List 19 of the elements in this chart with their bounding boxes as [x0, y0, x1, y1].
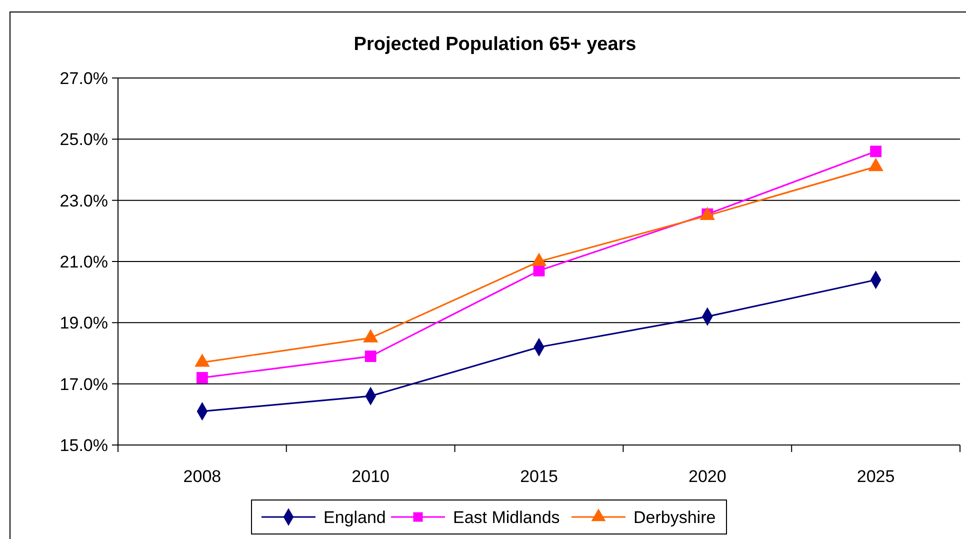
x-tick-label: 2008 [183, 467, 222, 486]
y-tick-label: 21.0% [60, 252, 108, 272]
point [196, 372, 208, 384]
x-tick-label: 2010 [352, 467, 390, 486]
legend-label: Derbyshire [634, 508, 716, 527]
point [870, 146, 882, 158]
x-tick-label: 2015 [520, 467, 558, 486]
y-tick-label: 19.0% [60, 314, 108, 333]
legend-label: England [324, 508, 386, 527]
point [364, 350, 376, 362]
y-tick-label: 17.0% [60, 374, 108, 394]
legend-label: East Midlands [453, 508, 560, 527]
x-tick-label: 2025 [856, 467, 895, 486]
y-tick-label: 15.0% [60, 436, 108, 455]
y-tick-label: 23.0% [60, 191, 108, 210]
y-tick-label: 27.0% [60, 68, 108, 88]
chart-title: Projected Population 65+ years [354, 34, 636, 55]
x-tick-label: 2020 [688, 467, 726, 486]
y-tick-label: 25.0% [60, 130, 108, 150]
